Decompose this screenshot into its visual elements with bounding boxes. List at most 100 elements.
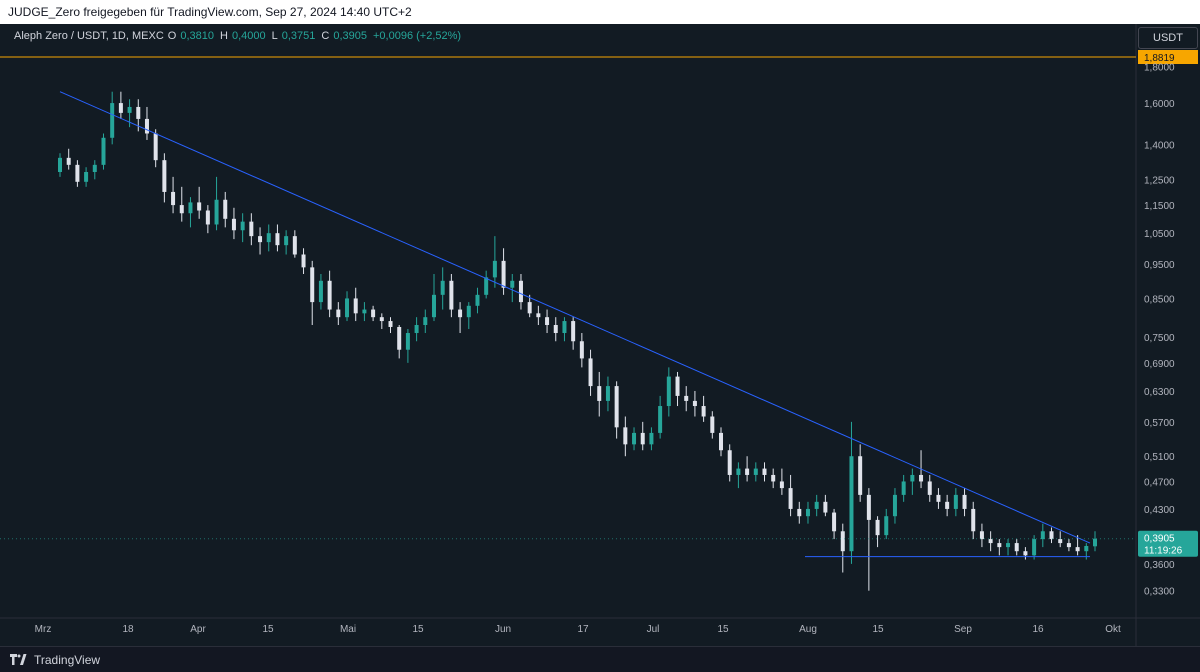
- candle-body: [605, 386, 610, 401]
- candle-body: [449, 280, 454, 310]
- candle-body: [979, 531, 984, 540]
- time-tick-label: Mrz: [35, 624, 52, 635]
- candle-body: [405, 333, 410, 350]
- candle-body: [214, 199, 219, 225]
- candle-body: [1075, 547, 1080, 552]
- candle-body: [597, 386, 602, 401]
- price-tick-label: 1,4000: [1144, 140, 1175, 151]
- candle-body: [371, 309, 376, 318]
- candle-body: [910, 474, 915, 482]
- candle-body: [814, 501, 819, 509]
- candle-body: [901, 481, 906, 495]
- candle-body: [701, 406, 706, 417]
- descending-trendline: [59, 91, 1091, 544]
- price-chart[interactable]: 1,8819 1,8000 1,6000 1,4000 1,2500 1,1500 1,0…: [0, 0, 1200, 646]
- candles: [58, 91, 1097, 591]
- candle-body: [266, 233, 271, 243]
- candle-body: [440, 280, 445, 295]
- time-tick-label: 16: [1032, 624, 1044, 635]
- candle-body: [101, 137, 106, 165]
- candle-body: [1066, 543, 1071, 548]
- candle-body: [1058, 539, 1063, 544]
- share-text: JUDGE_Zero freigegeben für TradingView.c…: [8, 5, 412, 19]
- price-tick-label: 1,8000: [1144, 63, 1175, 74]
- candle-body: [614, 386, 619, 428]
- candle-body: [171, 191, 176, 206]
- candle-body: [110, 103, 115, 138]
- candle-body: [518, 280, 523, 303]
- grid: [0, 24, 1200, 646]
- candle-body: [832, 512, 837, 532]
- time-tick-label: Jun: [495, 624, 511, 635]
- price-tick-label: 0,4300: [1144, 505, 1175, 516]
- candle-body: [892, 494, 897, 517]
- low-value: 0,3751: [281, 30, 316, 42]
- candle-body: [788, 488, 793, 509]
- price-tick-label: 0,8500: [1144, 294, 1175, 305]
- candle-body: [397, 326, 402, 350]
- candle-body: [797, 508, 802, 517]
- price-tick-label: 0,6900: [1144, 359, 1175, 370]
- time-tick-label: Jul: [647, 624, 660, 635]
- price-tick-label: 0,6300: [1144, 387, 1175, 398]
- candle-body: [736, 468, 741, 475]
- candle-body: [745, 468, 750, 475]
- candle-body: [875, 519, 880, 536]
- high-label: H: [220, 30, 228, 42]
- time-tick-label: 18: [122, 624, 134, 635]
- high-value: 0,4000: [231, 30, 266, 42]
- candle-body: [362, 309, 367, 314]
- tradingview-logo-icon: [10, 653, 27, 665]
- candle-body: [466, 305, 471, 318]
- level-label-bg: [1138, 50, 1198, 64]
- candle-body: [771, 474, 776, 482]
- candle-body: [423, 317, 428, 325]
- time-tick-label: Apr: [190, 624, 206, 635]
- horizontal-level: 1,8819: [0, 50, 1198, 64]
- candle-body: [223, 199, 228, 219]
- candle-body: [431, 294, 436, 318]
- close-value: 0,3905: [333, 30, 367, 42]
- candle-body: [823, 501, 828, 513]
- candle-body: [997, 543, 1002, 548]
- time-axis[interactable]: Mrz 18 Apr 15 Mai 15 Jun 17 Jul 15 Aug 15 Sep 16 Okt: [35, 624, 1121, 635]
- candle-body: [136, 106, 141, 119]
- price-tick-label: 1,2500: [1144, 175, 1175, 186]
- candle-body: [492, 260, 497, 278]
- chart-area[interactable]: [0, 24, 1200, 646]
- candle-body: [388, 321, 393, 327]
- candle-body: [553, 324, 558, 334]
- candle-body: [1023, 551, 1028, 556]
- candle-body: [1032, 539, 1037, 556]
- candle-body: [527, 302, 532, 314]
- candle-body: [858, 456, 863, 495]
- candle-body: [588, 358, 593, 387]
- price-tick-label: 0,9500: [1144, 260, 1175, 271]
- candle-body: [58, 157, 62, 173]
- candle-body: [144, 118, 149, 134]
- candle-body: [345, 298, 350, 318]
- price-tick-label: 1,1500: [1144, 201, 1175, 212]
- candle-body: [284, 236, 289, 246]
- currency-button[interactable]: USDT: [1138, 27, 1198, 49]
- candle-body: [414, 324, 419, 334]
- price-tick-label: 1,0500: [1144, 229, 1175, 240]
- candle-body: [84, 172, 89, 182]
- price-axis[interactable]: 1,8000 1,6000 1,4000 1,2500 1,1500 1,0500 0,95…: [1138, 63, 1198, 598]
- candle-body: [92, 164, 97, 173]
- price-tick-label: 0,5100: [1144, 452, 1175, 463]
- price-tick-label: 1,6000: [1144, 99, 1175, 110]
- candle-body: [675, 376, 680, 396]
- candle-body: [571, 321, 576, 342]
- candle-body: [379, 317, 384, 322]
- candle-body: [988, 539, 993, 544]
- time-tick-label: 15: [872, 624, 884, 635]
- candle-body: [945, 501, 950, 509]
- candle-body: [1014, 543, 1019, 552]
- candle-body: [866, 494, 871, 520]
- candle-body: [353, 298, 358, 314]
- change-value: +0,0096 (+2,52%): [373, 30, 462, 42]
- level-label: 1,8819: [1144, 53, 1175, 64]
- candle-body: [953, 494, 958, 509]
- price-tick-label: 0,5700: [1144, 418, 1175, 429]
